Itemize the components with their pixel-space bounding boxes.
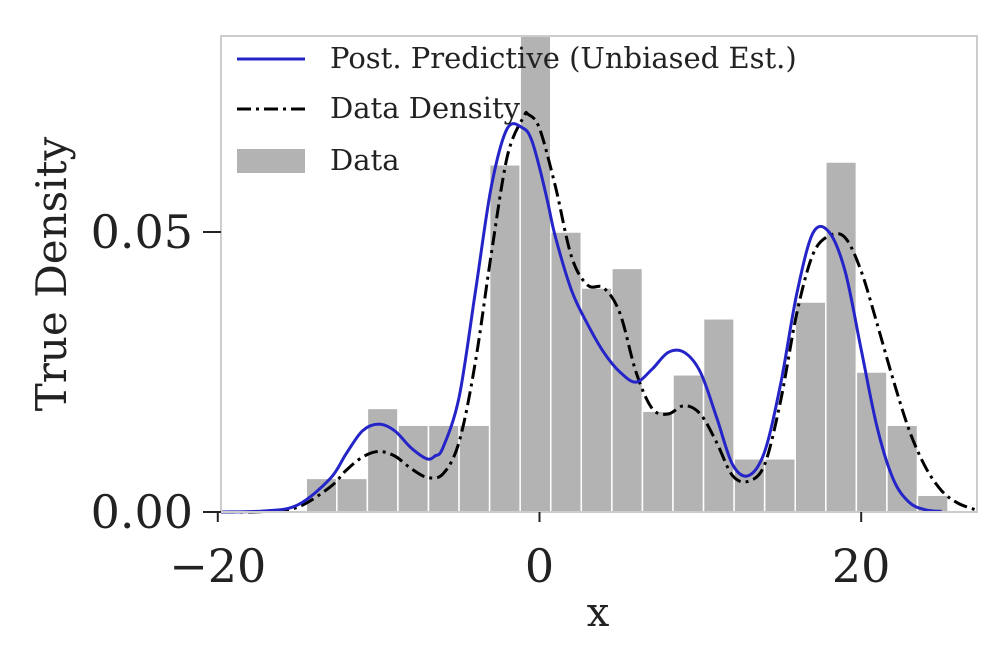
histogram-bar (672, 374, 705, 513)
y-tick-label: 0.05 (91, 205, 193, 259)
legend: Post. Predictive (Unbiased Est.) Data De… (237, 41, 797, 177)
histogram-bar (794, 301, 827, 513)
histogram-bar (519, 35, 552, 513)
legend-label-post-predictive: Post. Predictive (Unbiased Est.) (330, 41, 797, 75)
x-tick-label: 0 (525, 539, 554, 593)
x-axis-label: x (587, 590, 610, 636)
histogram-bar (825, 161, 858, 513)
histogram-bar (336, 477, 369, 513)
legend-label-data-density: Data Density (330, 91, 521, 125)
y-tick-label: 0.00 (91, 485, 193, 539)
histogram-bar (488, 164, 521, 513)
histogram-bar (641, 410, 674, 513)
plot-frame (220, 35, 978, 513)
post-predictive-line (220, 122, 942, 514)
x-tick-label: 20 (832, 539, 891, 593)
legend-swatch-data (237, 149, 305, 173)
y-axis-label: True Density (27, 136, 76, 411)
histogram-bar (702, 318, 735, 513)
density-lines (220, 110, 978, 514)
x-tick-label: −20 (169, 539, 266, 593)
legend-label-data: Data (330, 143, 399, 177)
histogram-bar (427, 424, 460, 513)
histogram-bar (458, 424, 491, 513)
axis-ticks: −20 0 20 0.00 0.05 (91, 205, 891, 593)
histogram-bar (763, 458, 796, 513)
histogram-bar (733, 458, 766, 513)
